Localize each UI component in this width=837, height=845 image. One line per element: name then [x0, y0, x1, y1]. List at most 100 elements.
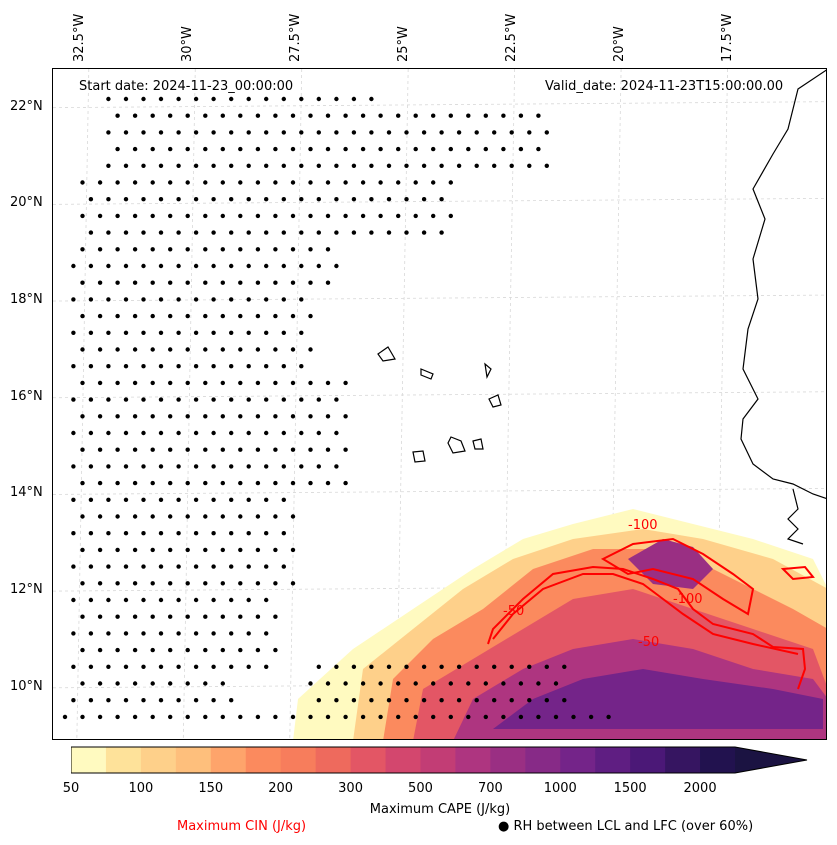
rh-dot [290, 480, 296, 486]
rh-dot [71, 364, 76, 369]
rh-dot [203, 714, 208, 720]
rh-dot [185, 146, 190, 152]
colorbar-tick-label: 500 [408, 781, 433, 796]
cape-shading [293, 509, 826, 739]
colorbar-segment [665, 747, 701, 773]
colorbar-segment [700, 747, 736, 773]
rh-dot [158, 564, 164, 569]
rh-dot [343, 113, 348, 118]
rh-dot [316, 230, 321, 235]
rh-dot [238, 213, 243, 219]
rh-dot [141, 263, 146, 269]
rh-dot [176, 163, 181, 168]
rh-dot [316, 430, 321, 436]
cape-colorbar [71, 746, 808, 774]
rh-dot [158, 263, 164, 269]
rh-dot [71, 330, 76, 335]
rh-dot [229, 297, 234, 302]
rh-dot [71, 597, 76, 603]
cin-contour-labels: -50 -50 -100 -100 [503, 518, 703, 650]
rh-dot [509, 130, 514, 135]
rh-dot [97, 547, 103, 553]
rh-dot [229, 497, 234, 502]
rh-dot [474, 130, 479, 135]
rh-dot [386, 664, 392, 669]
rh-dot [141, 230, 146, 235]
coastline [412, 450, 426, 463]
rh-dot [168, 714, 173, 720]
rh-dot [185, 647, 190, 653]
rh-dot [474, 163, 479, 168]
rh-dot [106, 631, 111, 636]
rh-dot [106, 364, 111, 369]
rh-dot [71, 664, 76, 669]
rh-dot [290, 414, 296, 419]
rh-dot [369, 664, 374, 669]
rh-dot [544, 163, 549, 168]
rh-dot [115, 614, 120, 619]
rh-dot [80, 280, 85, 285]
rh-dot [115, 581, 120, 586]
rh-dot [273, 213, 278, 219]
rh-dot [238, 146, 243, 152]
rh-dot [176, 330, 181, 335]
rh-dot [229, 364, 234, 369]
rh-dot [325, 480, 331, 486]
rh-dot [378, 714, 383, 720]
rh-dot [351, 230, 357, 235]
rh-dot [290, 447, 296, 452]
colorbar-segment [71, 747, 107, 773]
rh-dot [290, 280, 296, 285]
rh-dot [168, 113, 173, 118]
lon-label: 27.5°W [287, 13, 303, 62]
rh-dot [334, 430, 339, 436]
rh-dot [132, 647, 138, 653]
rh-dot [176, 464, 181, 469]
rh-dot [536, 714, 541, 720]
cin-contour [487, 565, 807, 690]
colorbar-segment [630, 747, 666, 773]
rh-dot [176, 631, 181, 636]
lon-label: 22.5°W [503, 13, 519, 62]
rh-dot [123, 698, 129, 703]
rh-dot [396, 213, 401, 219]
rh-dot [448, 681, 453, 686]
rh-dot [238, 447, 243, 452]
rh-dot [343, 380, 348, 386]
rh-dot [264, 397, 269, 402]
rh-dot [404, 698, 409, 703]
lon-label: 30°W [179, 26, 195, 62]
rh-dot [203, 614, 208, 619]
rh-dot [132, 247, 138, 252]
rh-dot [123, 430, 129, 436]
rh-dot [115, 280, 120, 285]
rh-dot [238, 313, 243, 319]
rh-dot [255, 247, 261, 252]
rh-dot [229, 698, 234, 703]
rh-dot [255, 180, 261, 185]
rh-dot [553, 714, 559, 720]
rh-dot [158, 163, 164, 168]
rh-dot [421, 163, 427, 168]
rh-dot [571, 714, 576, 720]
rh-dot [325, 447, 331, 452]
rh-dot [474, 698, 479, 703]
rh-dot [80, 581, 85, 586]
rh-dot [562, 698, 567, 703]
rh-dot [386, 130, 392, 135]
rh-dot [141, 564, 146, 569]
rh-dot [203, 681, 208, 686]
rh-dot [281, 197, 286, 202]
rh-dot [80, 180, 85, 185]
rh-dot [193, 230, 199, 235]
rh-dot [273, 581, 278, 586]
rh-dot [150, 681, 155, 686]
rh-dot [492, 698, 497, 703]
rh-dot [308, 280, 313, 285]
rh-dot [360, 146, 366, 152]
rh-dot [115, 313, 120, 319]
rh-dot [211, 96, 216, 102]
rh-dot [281, 497, 286, 502]
rh-dot [238, 581, 243, 586]
coastline [447, 436, 466, 454]
